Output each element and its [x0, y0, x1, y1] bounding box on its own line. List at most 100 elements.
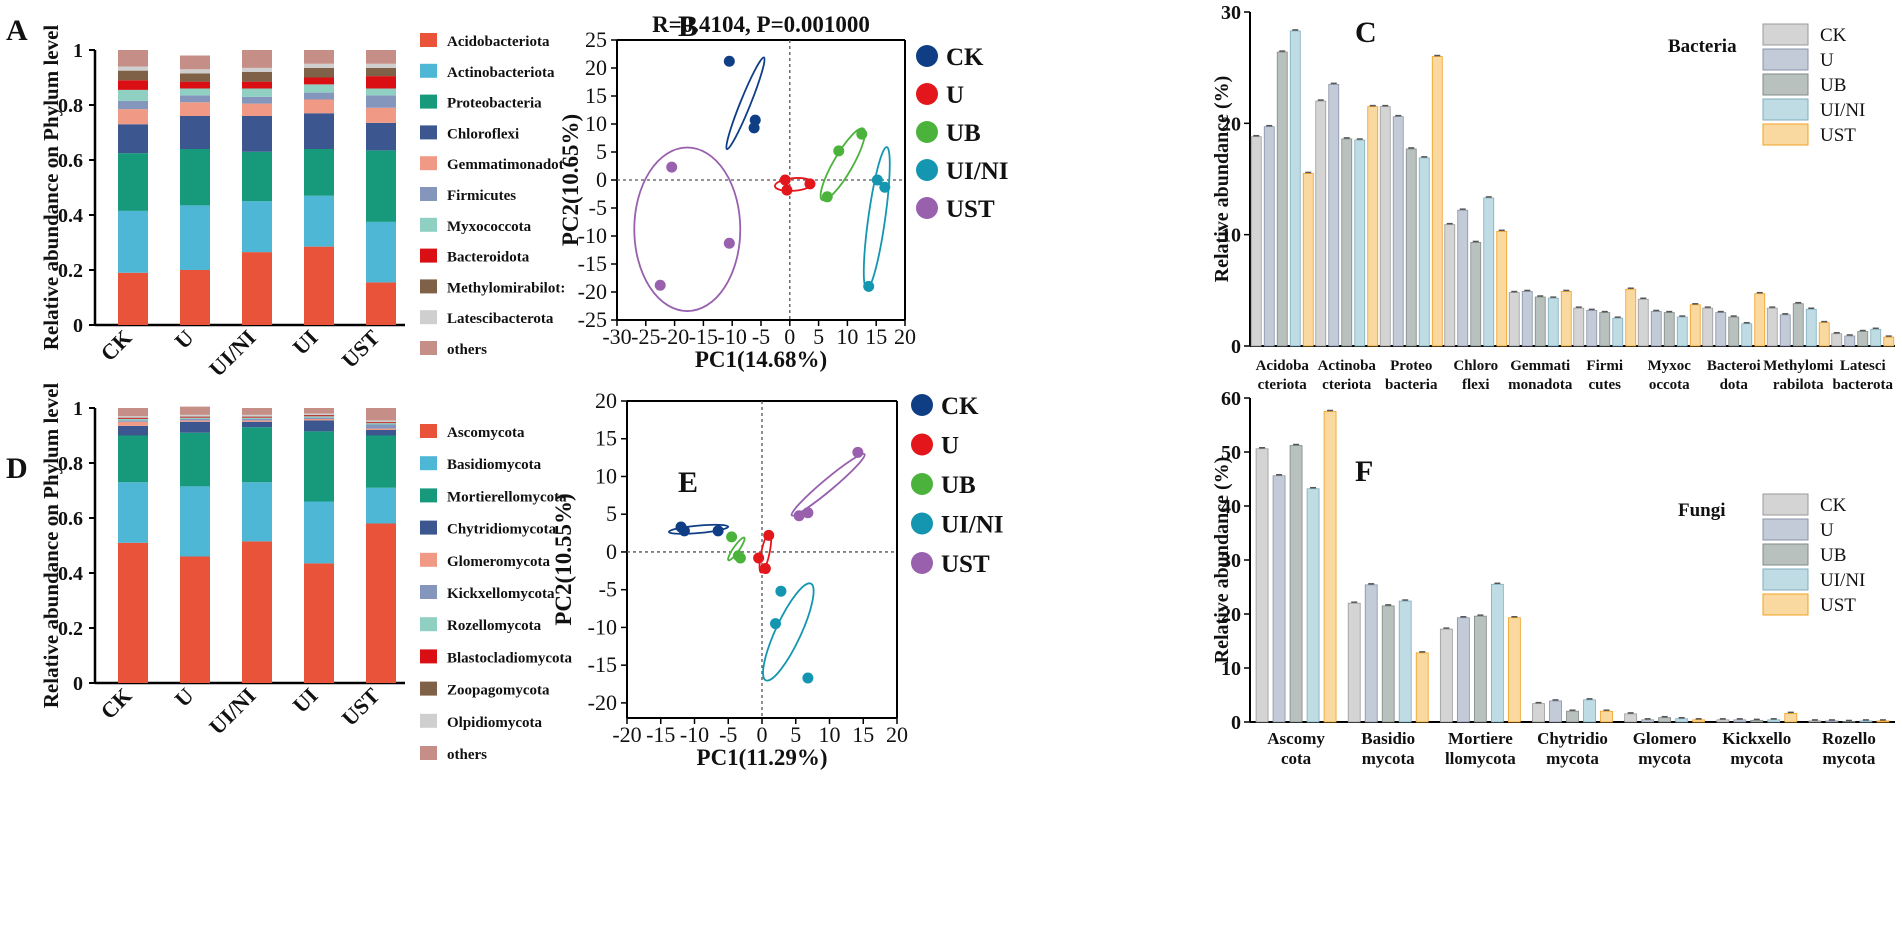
legend-marker-u [916, 83, 938, 105]
bar-ck-chloro-flexi [1444, 224, 1456, 347]
bar-segment-proteobacteria [366, 150, 396, 222]
bar-segment-latescibacterota [180, 69, 210, 74]
bar-segment-actinobacteriota [304, 195, 334, 247]
y-tick-label: 20 [1221, 604, 1241, 626]
x-tick-label: Proteo [1390, 358, 1432, 374]
x-tick-label: Gemmati [1510, 358, 1570, 374]
x-tick-label: 5 [790, 722, 801, 747]
bar-segment-methylomirabilot [118, 70, 148, 81]
y-tick-label: -20 [578, 279, 607, 304]
legend-marker-ck [916, 45, 938, 67]
y-tick-label: -5 [599, 577, 617, 602]
y-axis-label: Relative abundance on Phylum level [39, 383, 63, 709]
bar-ck-bacteroi-dota [1702, 307, 1714, 347]
legend-label: Methylomirabilot: [447, 280, 565, 296]
bar-segment-rozellomycota [304, 416, 334, 418]
bar-segment-mortierellomycota [242, 427, 272, 483]
bar-segment-firmicutes [118, 100, 148, 110]
bar-ck-rozello-mycota [1808, 720, 1822, 723]
point-ub [726, 531, 738, 543]
legend-label: UB [1820, 75, 1846, 96]
bar-ck-gemmati-monadota [1508, 292, 1520, 347]
bar-segment-kickxellomycota [180, 419, 210, 421]
legend-swatch-latescibacterota [420, 310, 437, 325]
bar-ui-ni-bacteroi-dota [1741, 323, 1753, 347]
bar-segment-ascomycota [118, 542, 148, 683]
y-tick-label: 15 [585, 83, 607, 108]
x-tick-label: 0 [784, 324, 795, 349]
y-tick-label: 0.6 [58, 508, 83, 530]
bar-segment-firmicutes [242, 96, 272, 104]
x-axis-label: PC1(11.29%) [697, 745, 828, 770]
x-tick-label: Mortiere [1448, 729, 1513, 748]
y-tick-label: 50 [1221, 442, 1241, 464]
bar-segment-rozellomycota [242, 417, 272, 419]
legend-marker-ust [916, 197, 938, 219]
legend-swatch-others [420, 746, 437, 760]
bar-segment-chytridiomycota [242, 421, 272, 428]
legend-label: Firmicutes [447, 188, 516, 204]
bar-segment-methylomirabilot [242, 72, 272, 82]
legend-swatch-proteobacteria [420, 94, 437, 109]
bar-segment-olpidiomycota [304, 413, 334, 415]
bar-ust-actinoba-cteriota [1367, 106, 1379, 347]
legend-swatch-chloroflexi [420, 125, 437, 140]
legend-swatch-bacteroidota [420, 248, 437, 263]
y-tick-label: 5 [596, 139, 607, 164]
x-tick-label: UI/NI [204, 325, 261, 382]
x-tick-label: Basidio [1361, 729, 1415, 748]
bar-ui-ni-mortiere-llomycota [1490, 583, 1504, 723]
y-axis-label: PC2(10.55%) [551, 493, 576, 625]
bar-ck-actinoba-cteriota [1315, 100, 1327, 347]
bar-segment-glomeromycota [304, 419, 334, 421]
point-ust [654, 279, 666, 291]
bar-ust-rozello-mycota [1876, 720, 1890, 723]
bar-u-glomero-mycota [1641, 719, 1655, 723]
legend-label: Acidobacteriota [447, 34, 550, 50]
legend-swatch-rozellomycota [420, 617, 437, 632]
legend-label: CK [1820, 495, 1847, 516]
x-tick-label: -20 [660, 324, 689, 349]
bar-segment-myxococcota [366, 88, 396, 96]
panel-label-c: C [1355, 16, 1377, 49]
y-tick-label: 1 [73, 398, 83, 420]
bar-segment-myxococcota [242, 88, 272, 97]
bar-segment-chloroflexi [304, 113, 334, 149]
x-tick-label: 20 [894, 324, 916, 349]
legend-label: UST [1820, 595, 1856, 616]
bar-ck-acidoba-cteriota [1250, 136, 1262, 347]
bar-u-basidio-mycota [1364, 584, 1378, 723]
bar-segment-myxococcota [180, 88, 210, 96]
bar-ub-ascomy-cota [1289, 445, 1303, 723]
x-tick-label: mycota [1546, 749, 1599, 768]
legend-swatch-mortierellomycota [420, 488, 437, 503]
legend-swatch-others [420, 341, 437, 355]
bar-ub-basidio-mycota [1381, 605, 1395, 723]
x-tick-label: Rozello [1822, 729, 1876, 748]
bar-segment-rozellomycota [118, 419, 148, 421]
legend-swatch-ui-ni [1762, 568, 1809, 591]
point-ck [712, 525, 724, 537]
bar-ui-ni-myxoc-occota [1676, 316, 1688, 347]
bar-segment-basidiomycota [366, 487, 396, 524]
bar-segment-zoopagomycota [366, 421, 396, 423]
legend-swatch-firmicutes [420, 187, 437, 201]
bar-segment-basidiomycota [118, 482, 148, 543]
bar-segment-blastocladiomycota [366, 422, 396, 424]
x-tick-label: Firmi [1586, 358, 1623, 374]
bar-ust-acidoba-cteriota [1302, 173, 1314, 347]
bar-segment-basidiomycota [180, 486, 210, 557]
legend-label: UI/NI [941, 512, 1004, 539]
x-tick-label: monadota [1508, 377, 1573, 393]
bar-u-kickxello-mycota [1733, 719, 1747, 723]
legend-label: CK [1820, 25, 1847, 46]
y-tick-label: 5 [606, 501, 617, 526]
legend-label: others [447, 342, 487, 358]
ellipse-ck [668, 523, 730, 535]
x-tick-label: llomycota [1445, 749, 1516, 768]
point-ust [723, 237, 735, 249]
legend-label: CK [941, 393, 979, 420]
bar-ub-acidoba-cteriota [1276, 51, 1288, 347]
legend-label: Chytridiomycota [447, 522, 557, 538]
ellipse-ui-ni [762, 582, 815, 682]
